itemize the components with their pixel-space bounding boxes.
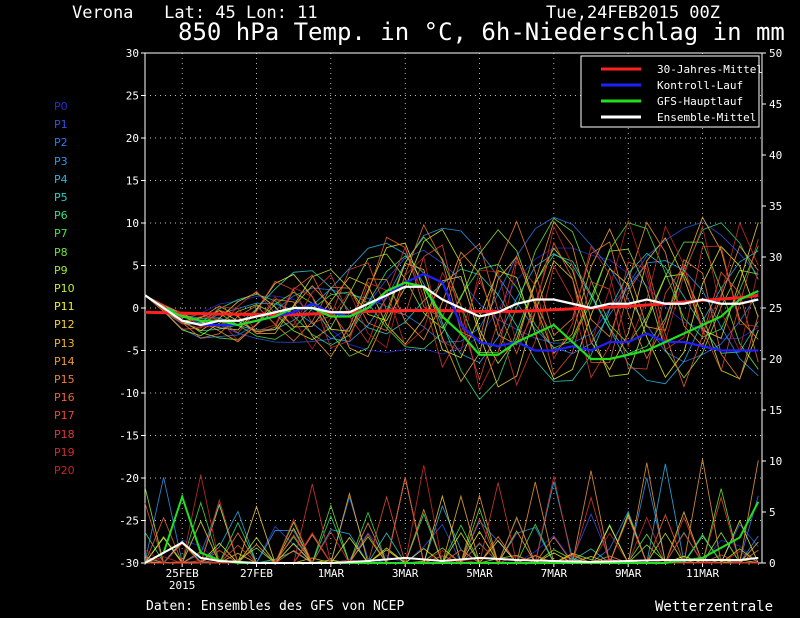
- y-right-tick-label: 20: [769, 353, 782, 366]
- y-left-tick-label: -15: [119, 430, 139, 443]
- member-label-p18: P18: [54, 427, 75, 441]
- member-label-p16: P16: [54, 391, 75, 405]
- x-tick-sublabel: 2015: [169, 579, 196, 592]
- temp-series-gfs-hauptlauf: [144, 281, 759, 361]
- legend-entry-label: Kontroll-Lauf: [657, 79, 743, 92]
- ensemble-member-temp-p13: [144, 216, 759, 383]
- member-label-p20: P20: [54, 464, 75, 477]
- ensemble-member-temp-p7: [144, 222, 759, 350]
- y-right-tick-label: 45: [769, 98, 782, 111]
- x-tick-label: 1MAR: [318, 567, 345, 580]
- ensemble-member-temp-p12: [144, 222, 759, 388]
- temp-series-ensemble-mittel: [144, 285, 759, 327]
- x-tick-label: 25FEB: [166, 567, 199, 580]
- y-left-tick-label: 30: [126, 47, 139, 60]
- data-source: Daten: Ensembles des GFS von NCEP: [146, 599, 405, 614]
- member-label-p1: P1: [54, 118, 68, 132]
- legend-entry-label: GFS-Hauptlauf: [657, 95, 743, 108]
- member-label-p10: P10: [54, 282, 75, 295]
- y-right-tick-label: 50: [769, 47, 782, 60]
- y-left-tick-label: 15: [126, 175, 139, 188]
- ensemble-member-temp-p4: [144, 242, 759, 385]
- chart-title: 850 hPa Temp. in °C, 6h-Niederschlag in …: [178, 18, 785, 46]
- member-label-p4: P4: [54, 172, 68, 186]
- member-label-p11: P11: [54, 300, 75, 314]
- y-left-tick-label: 20: [126, 132, 139, 145]
- ensemble-member-temp-p14: [144, 220, 759, 358]
- x-tick-label: 27FEB: [240, 567, 273, 580]
- y-right-tick-label: 35: [769, 200, 782, 213]
- ensemble-member-temp-p1: [144, 221, 759, 344]
- y-left-tick-label: 10: [126, 217, 139, 230]
- y-right-tick-label: 25: [769, 302, 782, 315]
- ensemble-member-temp-p9: [144, 229, 759, 379]
- y-right-tick-label: 0: [769, 557, 776, 570]
- member-label-p6: P6: [54, 209, 68, 223]
- y-left-tick-label: -5: [126, 345, 139, 358]
- ensemble-member-precip-p8: [144, 477, 759, 564]
- member-label-p14: P14: [54, 354, 75, 368]
- ensemble-member-precip-p18: [145, 477, 759, 564]
- y-right-tick-label: 15: [769, 404, 782, 417]
- y-left-tick-label: 25: [126, 90, 139, 103]
- legend-entry-label: 30-Jahres-Mittel: [657, 63, 763, 76]
- member-label-p2: P2: [54, 136, 68, 150]
- x-tick-label: 11MAR: [686, 567, 719, 580]
- member-label-p9: P9: [54, 263, 68, 277]
- ensemble-member-precip-p3: [144, 477, 759, 564]
- x-tick-label: 3MAR: [392, 567, 419, 580]
- member-label-p15: P15: [54, 373, 75, 386]
- y-left-tick-label: -30: [119, 557, 139, 570]
- chart-header: Verona Lat: 45 Lon: 11 Tue,24FEB2015 00Z…: [0, 0, 800, 52]
- ensemble-member-temp-p20: [144, 219, 759, 353]
- member-label-p5: P5: [54, 191, 68, 204]
- member-label-p3: P3: [54, 154, 68, 168]
- location-label: Verona Lat: 45 Lon: 11: [72, 3, 318, 23]
- y-left-tick-label: -10: [119, 387, 139, 400]
- brand-label: Wetterzentrale: [655, 599, 774, 615]
- x-tick-label: 5MAR: [466, 567, 493, 580]
- member-label-p7: P7: [54, 227, 68, 241]
- y-right-tick-label: 30: [769, 251, 782, 264]
- x-tick-label: 9MAR: [615, 567, 642, 580]
- member-label-p13: P13: [54, 336, 75, 350]
- y-left-tick-label: -25: [119, 515, 139, 528]
- y-right-tick-label: 5: [769, 506, 776, 519]
- member-label-p12: P12: [54, 318, 75, 332]
- ensemble-member-precip-p13: [144, 477, 759, 564]
- y-right-tick-label: 10: [769, 455, 782, 468]
- member-label-p8: P8: [54, 245, 68, 259]
- legend-entry-label: Ensemble-Mittel: [657, 111, 756, 124]
- y-left-tick-label: -20: [119, 472, 139, 485]
- ensemble-member-precip-p10: [145, 532, 759, 564]
- member-label-p17: P17: [54, 409, 75, 423]
- x-tick-label: 7MAR: [541, 567, 568, 580]
- y-right-tick-label: 40: [769, 149, 782, 162]
- run-date: Tue,24FEB2015 00Z: [546, 3, 720, 23]
- member-label-p0: P0: [54, 100, 68, 113]
- member-label-p19: P19: [54, 445, 75, 459]
- y-left-tick-label: 0: [132, 302, 139, 315]
- ensemble-member-temp-p19: [144, 221, 759, 392]
- ensemble-member-temp-p15: [144, 220, 759, 381]
- precip-series-ensemble-mittel: [144, 541, 759, 564]
- y-left-tick-label: 5: [132, 260, 139, 273]
